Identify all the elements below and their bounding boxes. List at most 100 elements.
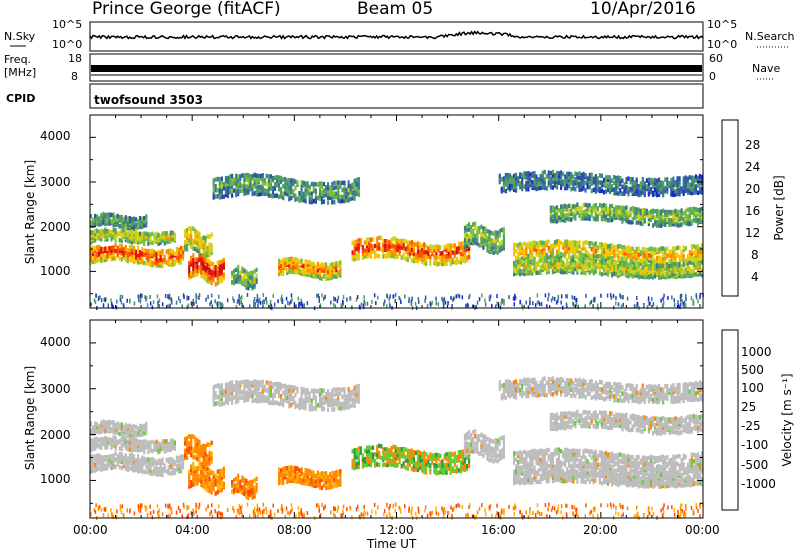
power-cell xyxy=(361,248,364,254)
power-cell xyxy=(424,298,426,303)
power-cell xyxy=(615,205,618,210)
power-cell xyxy=(155,251,158,257)
power-cell xyxy=(316,274,319,279)
power-cell xyxy=(179,299,181,304)
power-cell xyxy=(153,249,156,255)
velocity-cell xyxy=(181,461,185,466)
power-cell xyxy=(627,262,630,268)
power-cell xyxy=(578,213,581,218)
power-cell xyxy=(641,250,644,256)
power-cell xyxy=(452,298,454,303)
power-cell xyxy=(459,256,462,261)
power-cell xyxy=(388,253,391,258)
power-cell xyxy=(128,247,131,252)
power-cell xyxy=(611,203,614,209)
velocity-cell xyxy=(282,398,285,403)
velocity-cell xyxy=(253,398,256,403)
velocity-cell xyxy=(261,379,264,385)
power-cell xyxy=(355,191,358,196)
power-cell xyxy=(609,255,612,260)
velocity-cell xyxy=(90,445,93,451)
power-cell xyxy=(316,195,319,201)
velocity-cell xyxy=(214,478,217,483)
power-cell xyxy=(586,266,589,271)
velocity-cell xyxy=(245,383,248,389)
velocity-cell xyxy=(145,442,148,447)
power-cell xyxy=(208,242,211,247)
power-cell xyxy=(465,303,467,308)
power-cell xyxy=(553,206,556,211)
power-cell xyxy=(204,276,207,282)
power-cell xyxy=(392,251,395,256)
velocity-cell xyxy=(94,421,97,426)
power-cell xyxy=(147,261,150,266)
velocity-cell xyxy=(284,398,287,403)
power-cell xyxy=(656,247,659,253)
power-cell xyxy=(139,299,142,304)
velocity-cell xyxy=(302,480,305,486)
velocity-cell xyxy=(177,458,181,464)
power-cell xyxy=(533,243,536,248)
power-cell xyxy=(645,274,648,280)
power-cell xyxy=(604,242,608,247)
power-cell xyxy=(619,210,622,215)
velocity-cell xyxy=(155,463,158,468)
power-cell xyxy=(188,226,191,231)
power-cell xyxy=(484,226,487,232)
power-cell xyxy=(572,249,575,254)
velocity-cell xyxy=(122,424,125,430)
power-cell xyxy=(135,238,138,243)
velocity-cell xyxy=(130,458,134,463)
power-cell xyxy=(181,252,185,257)
power-cell xyxy=(310,191,313,196)
power-cell xyxy=(92,254,95,259)
power-cell xyxy=(666,177,669,182)
power-cell xyxy=(290,259,293,264)
power-cell xyxy=(694,174,697,179)
power-cell xyxy=(339,263,342,269)
velocity-cell xyxy=(237,485,240,491)
power-cell xyxy=(94,253,97,259)
power-cell xyxy=(502,186,505,191)
velocity-cell xyxy=(278,474,281,479)
power-cell xyxy=(177,257,181,262)
power-cell xyxy=(547,245,550,251)
power-cell xyxy=(600,272,603,277)
power-cell xyxy=(551,269,554,275)
power-cell xyxy=(298,301,300,306)
velocity-cell xyxy=(145,430,148,436)
power-cell xyxy=(692,218,695,223)
power-cell xyxy=(568,267,571,273)
power-cell xyxy=(658,223,661,228)
power-cell xyxy=(549,176,552,181)
power-cell xyxy=(237,267,240,272)
power-cell xyxy=(701,219,704,225)
power-cell xyxy=(690,260,693,265)
power-cell xyxy=(672,182,675,188)
power-cell xyxy=(625,189,628,194)
velocity-cell xyxy=(179,468,183,474)
power-cell xyxy=(627,245,630,250)
power-cell xyxy=(629,246,632,252)
velocity-cell xyxy=(228,391,232,397)
power-cell xyxy=(153,239,156,244)
power-cell xyxy=(672,219,675,224)
power-cell xyxy=(392,243,395,249)
velocity-cell xyxy=(333,473,336,478)
power-cell xyxy=(284,184,287,189)
power-cell xyxy=(582,243,585,248)
velocity-cell xyxy=(222,481,225,487)
power-cell xyxy=(664,212,667,217)
power-cell xyxy=(356,295,359,300)
power-cell xyxy=(346,297,348,302)
power-cell xyxy=(541,182,544,188)
power-cell xyxy=(237,180,240,185)
power-cell xyxy=(621,271,624,276)
power-cell xyxy=(96,232,99,238)
power-cell xyxy=(269,303,271,308)
power-cell xyxy=(553,218,556,224)
power-cell xyxy=(345,191,348,196)
power-cell xyxy=(625,254,628,259)
power-cell xyxy=(631,216,634,222)
power-cell xyxy=(341,180,344,186)
